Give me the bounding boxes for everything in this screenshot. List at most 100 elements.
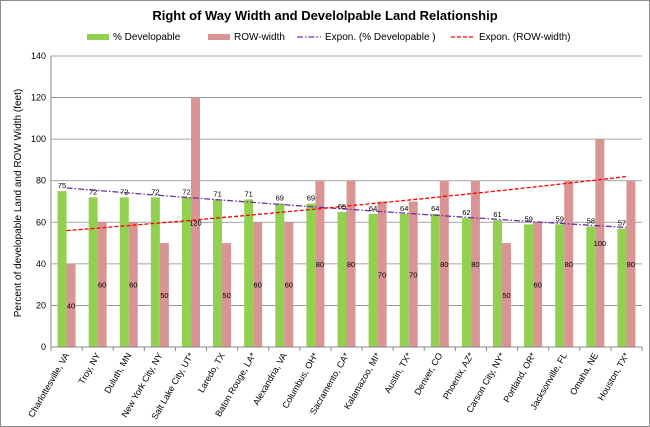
data-label-row-width: 60 <box>533 281 541 290</box>
bar-developable <box>306 203 316 347</box>
data-label-row-width: 80 <box>316 260 324 269</box>
legend-swatch-row-width <box>208 34 230 40</box>
data-label-developable: 69 <box>307 194 315 203</box>
y-tick-label: 20 <box>36 300 46 310</box>
y-tick-label: 120 <box>31 93 46 103</box>
bar-developable <box>617 228 627 347</box>
y-tick-label: 140 <box>31 51 46 61</box>
chart-title: Right of Way Width and Develolpable Land… <box>152 8 497 23</box>
bar-row-width <box>502 243 512 347</box>
bars <box>57 97 636 347</box>
bar-row-width <box>190 97 200 347</box>
data-label-developable: 58 <box>587 216 595 225</box>
data-label-developable: 59 <box>524 214 532 223</box>
bar-row-width <box>564 180 574 347</box>
trendlines <box>66 175 627 232</box>
data-label-row-width: 50 <box>222 291 230 300</box>
data-label-developable: 64 <box>369 204 377 213</box>
data-label-developable: 69 <box>276 194 284 203</box>
data-label-row-width: 80 <box>627 260 635 269</box>
y-axis-title: Percent of developable Land and ROW Widt… <box>13 89 24 317</box>
bar-row-width <box>626 180 636 347</box>
legend-label-developable: % Developable <box>113 32 181 43</box>
data-label-developable: 72 <box>151 187 159 196</box>
data-labels: 75 40 72 60 72 60 72 50 72 120 71 50 71 60 69 60 69 80 65 8… <box>58 181 635 310</box>
trendline <box>66 175 627 232</box>
legend-label-trend-developable: Expon. (% Developable ) <box>325 32 436 43</box>
bar-developable <box>399 213 409 347</box>
x-tick-label: Omaha, NE <box>568 351 600 397</box>
data-label-developable: 57 <box>618 219 626 228</box>
bar-developable <box>57 191 67 347</box>
data-label-developable: 72 <box>89 187 97 196</box>
x-tick-label: Duluth, MN <box>102 351 133 395</box>
data-label-developable: 61 <box>493 210 501 219</box>
legend-swatch-developable <box>87 34 109 40</box>
bar-developable <box>150 197 160 347</box>
data-label-row-width: 60 <box>129 281 137 290</box>
data-label-row-width: 60 <box>285 281 293 290</box>
bar-developable <box>461 218 471 347</box>
legend: % Developable ROW-width Expon. (% Developa… <box>87 32 571 43</box>
bar-developable <box>337 211 347 347</box>
bar-row-width <box>222 243 232 347</box>
data-label-developable: 65 <box>338 202 346 211</box>
data-label-row-width: 80 <box>565 260 573 269</box>
data-label-developable: 64 <box>400 204 408 213</box>
bar-developable <box>430 213 440 347</box>
x-tick-label: Austin, TX* <box>382 351 413 395</box>
x-tick-label: Portland, OR* <box>501 351 538 405</box>
data-label-row-width: 80 <box>347 260 355 269</box>
bar-row-width <box>595 139 605 347</box>
bar-developable <box>244 199 254 347</box>
y-tick-label: 60 <box>36 217 46 227</box>
data-label-row-width: 120 <box>189 218 202 227</box>
bar-row-width <box>346 180 356 347</box>
legend-label-trend-row-width: Expon. (ROW-width) <box>479 32 571 43</box>
data-label-row-width: 80 <box>471 260 479 269</box>
bar-developable <box>368 213 378 347</box>
x-tick-label: Denver, CO <box>412 351 444 397</box>
data-label-row-width: 80 <box>440 260 448 269</box>
data-label-developable: 71 <box>213 189 221 198</box>
bar-row-width <box>470 180 480 347</box>
bar-row-width <box>128 222 138 347</box>
bar-developable <box>119 197 129 347</box>
data-label-developable: 72 <box>182 187 190 196</box>
bar-row-width <box>159 243 169 347</box>
bar-developable <box>524 224 534 347</box>
y-tick-label: 40 <box>36 259 46 269</box>
bar-row-width <box>408 201 418 347</box>
bar-row-width <box>284 222 294 347</box>
trendline <box>66 187 627 229</box>
bar-developable <box>586 226 596 347</box>
legend-label-row-width: ROW-width <box>234 32 285 43</box>
x-tick-label: Phoenix, AZ* <box>441 351 476 401</box>
bar-row-width <box>533 222 543 347</box>
bar-developable <box>213 199 223 347</box>
data-label-row-width: 70 <box>409 270 417 279</box>
bar-row-width <box>66 263 76 347</box>
data-label-developable: 62 <box>462 208 470 217</box>
bar-row-width <box>315 180 325 347</box>
bar-row-width <box>253 222 263 347</box>
bar-row-width <box>97 222 107 347</box>
y-tick-label: 80 <box>36 176 46 186</box>
x-tick-label: Laredo, TX <box>196 351 227 394</box>
data-label-row-width: 100 <box>594 239 607 248</box>
bar-row-width <box>377 201 387 347</box>
data-label-developable: 72 <box>120 187 128 196</box>
data-label-row-width: 50 <box>502 291 510 300</box>
bar-developable <box>275 203 285 347</box>
y-tick-label: 100 <box>31 134 46 144</box>
data-label-developable: 64 <box>431 204 439 213</box>
x-tick-label: Charlottesville, VA <box>26 351 71 419</box>
axes: 0 20 40 60 80 100 120 140 Charlottesville, VA Tro… <box>26 51 643 421</box>
data-label-row-width: 60 <box>254 281 262 290</box>
data-label-row-width: 70 <box>378 270 386 279</box>
bar-developable <box>181 197 191 347</box>
data-label-developable: 59 <box>556 214 564 223</box>
bar-developable <box>88 197 98 347</box>
